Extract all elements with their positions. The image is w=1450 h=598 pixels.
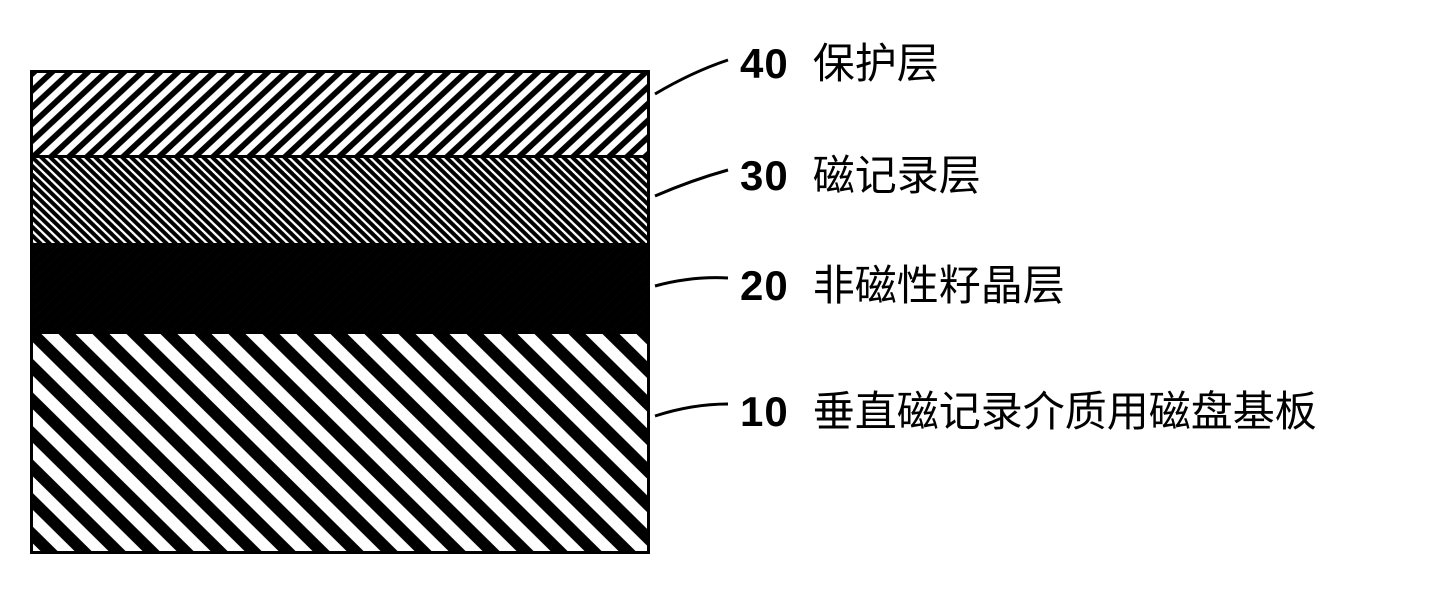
label-row-40: 40 保护层 <box>740 30 939 91</box>
label-number: 20 <box>740 262 789 310</box>
layer-stack-diagram: 40 保护层 30 磁记录层 20 非磁性籽晶层 10 垂直磁记录介质用磁盘基板 <box>20 20 1450 578</box>
label-text: 保护层 <box>813 30 939 91</box>
label-number: 30 <box>740 152 789 200</box>
label-number: 10 <box>740 388 789 436</box>
label-text: 非磁性籽晶层 <box>813 252 1065 313</box>
label-row-10: 10 垂直磁记录介质用磁盘基板 <box>740 378 1317 439</box>
leader-lines <box>20 20 1450 578</box>
label-row-30: 30 磁记录层 <box>740 142 981 203</box>
label-text: 垂直磁记录介质用磁盘基板 <box>813 378 1317 439</box>
label-text: 磁记录层 <box>813 142 981 203</box>
label-row-20: 20 非磁性籽晶层 <box>740 252 1065 313</box>
label-number: 40 <box>740 40 789 88</box>
